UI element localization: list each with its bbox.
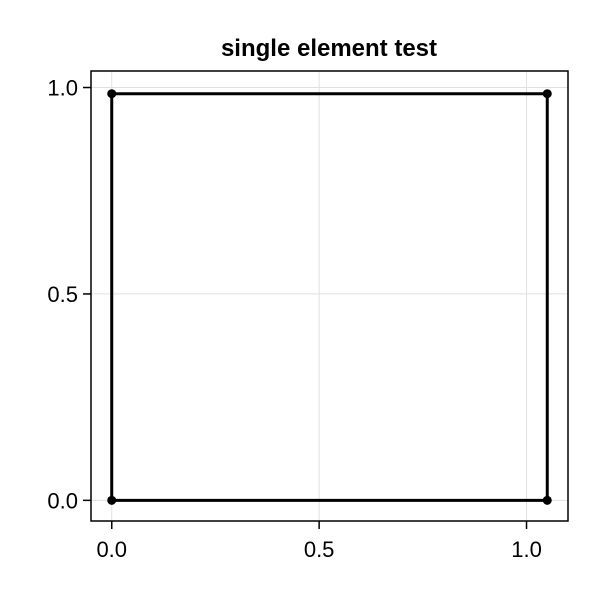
y-tick-label-2: 1.0 bbox=[47, 76, 78, 101]
chart-title: single element test bbox=[221, 35, 437, 62]
data-point-3 bbox=[107, 89, 117, 99]
data-point-2 bbox=[542, 89, 552, 99]
data-point-1 bbox=[542, 495, 552, 505]
data-point-0 bbox=[107, 495, 117, 505]
marker-layer bbox=[107, 89, 552, 505]
series-line-0 bbox=[110, 92, 549, 502]
y-axis-ticks: 0.0 0.5 1.0 bbox=[47, 76, 91, 513]
plot-frame bbox=[90, 70, 569, 522]
x-axis-ticks: 0.0 0.5 1.0 bbox=[96, 521, 542, 562]
x-tick-label-1: 0.5 bbox=[304, 537, 335, 562]
x-tick-label-0: 0.0 bbox=[96, 537, 127, 562]
series-layer bbox=[110, 92, 549, 502]
grid-lines bbox=[91, 71, 568, 521]
y-tick-label-0: 0.0 bbox=[47, 488, 78, 513]
y-tick-label-1: 0.5 bbox=[47, 282, 78, 307]
x-tick-label-2: 1.0 bbox=[511, 537, 542, 562]
